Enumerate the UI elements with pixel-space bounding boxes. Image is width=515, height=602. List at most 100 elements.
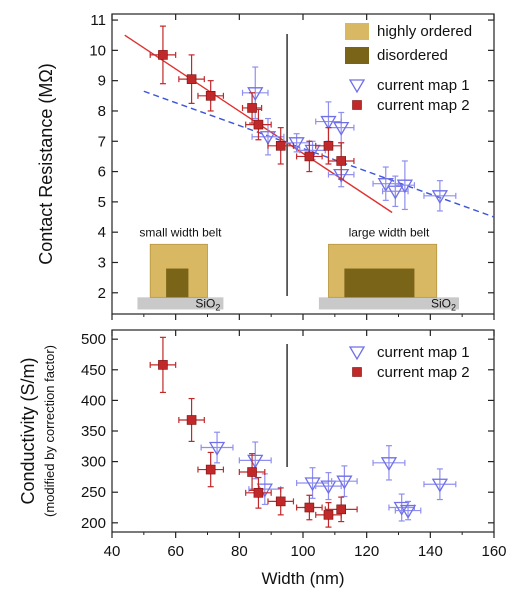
legend-label: current map 2 xyxy=(377,97,470,114)
legend-label: current map 2 xyxy=(377,364,470,381)
inset-label: small width belt xyxy=(139,225,222,239)
y-tick-label: 450 xyxy=(81,362,106,379)
x-tick-labels: 40 60 80 100 120 140 160 xyxy=(104,543,507,560)
data-point-square xyxy=(247,467,257,477)
data-point-triangle xyxy=(320,115,337,130)
data-point-triangle xyxy=(431,478,449,493)
data-point-square xyxy=(158,50,168,60)
data-point-triangle xyxy=(208,441,226,456)
data-point-triangle xyxy=(431,190,449,205)
data-point-triangle xyxy=(396,179,413,194)
y-axis-ticks: 2 3 4 5 6 7 8 9 10 11 xyxy=(89,12,494,302)
x-tick-label: 100 xyxy=(290,543,315,560)
contact-resistance-panel: small width belt SiO2 large width belt SiO2… xyxy=(36,12,495,320)
data-point-square xyxy=(352,100,362,110)
belt-insets: small width belt SiO2 large width belt SiO2 xyxy=(137,225,459,312)
y-tick-label: 300 xyxy=(81,454,106,471)
inset-label: large width belt xyxy=(349,225,430,239)
substrate xyxy=(137,297,224,310)
data-point-square xyxy=(304,151,315,162)
data-point-square xyxy=(336,504,347,515)
error-bar xyxy=(394,500,422,521)
data-point-square xyxy=(253,488,264,498)
data-point-square xyxy=(253,119,264,130)
legend-swatch xyxy=(345,47,369,64)
substrate xyxy=(318,297,459,310)
data-point-square xyxy=(323,141,334,151)
error-bar xyxy=(372,166,400,201)
y-tick-label: 5 xyxy=(98,194,106,211)
x-tick-label: 40 xyxy=(104,543,121,560)
disordered-region xyxy=(166,268,189,298)
data-point-triangle xyxy=(348,346,366,361)
error-bar xyxy=(331,465,358,498)
y-axis-label: Conductivity (S/m) xyxy=(18,357,38,504)
legend-label: highly ordered xyxy=(377,23,472,40)
x-axis-label: Width (nm) xyxy=(261,569,344,588)
data-point-square xyxy=(304,502,315,513)
y-tick-label: 10 xyxy=(89,42,106,59)
y-tick-label: 350 xyxy=(81,423,106,440)
legend-label: current map 1 xyxy=(377,344,470,361)
substrate-label: SiO2 xyxy=(431,296,456,312)
y-tick-label: 3 xyxy=(98,254,106,271)
x-tick-label: 120 xyxy=(354,543,379,560)
error-bar xyxy=(423,180,457,212)
data-point-square xyxy=(186,74,197,84)
data-point-triangle xyxy=(348,79,366,94)
y-tick-label: 8 xyxy=(98,103,106,120)
y-tick-label: 500 xyxy=(81,331,106,348)
error-bar xyxy=(372,445,406,481)
legend: highly ordered disordered current map 1 cur… xyxy=(345,23,472,114)
y-axis-label: Contact Resistance (MΩ) xyxy=(36,63,56,265)
x-axis-ticks xyxy=(111,330,495,538)
data-point-square xyxy=(352,367,362,377)
y-tick-label: 2 xyxy=(98,285,106,302)
x-tick-label: 60 xyxy=(167,543,184,560)
error-bar xyxy=(394,160,416,211)
y-tick-label: 4 xyxy=(98,224,106,241)
y-axis-sublabel: (modified by correction factor) xyxy=(42,345,57,517)
data-point-square xyxy=(275,496,286,507)
inset-large-belt: large width belt SiO2 xyxy=(318,225,459,312)
data-point-square xyxy=(247,103,257,113)
data-point-square xyxy=(336,156,347,166)
data-point-triangle xyxy=(393,501,410,516)
y-tick-label: 6 xyxy=(98,164,106,181)
y-tick-label: 400 xyxy=(81,392,106,409)
legend-label: disordered xyxy=(377,47,448,64)
error-bar xyxy=(315,472,342,501)
legend: current map 1 current map 2 xyxy=(348,344,470,381)
x-tick-label: 80 xyxy=(231,543,248,560)
data-point-triangle xyxy=(259,131,277,146)
data-point-square xyxy=(205,91,216,101)
data-points xyxy=(149,25,457,212)
data-point-square xyxy=(275,141,286,151)
data-point-square xyxy=(323,510,334,520)
data-point-square xyxy=(158,360,168,370)
data-point-square xyxy=(205,464,216,475)
y-tick-label: 11 xyxy=(90,12,106,29)
data-point-triangle xyxy=(380,457,398,472)
x-tick-label: 140 xyxy=(418,543,443,560)
data-point-triangle xyxy=(333,121,350,136)
data-point-triangle xyxy=(377,178,394,192)
disordered-region xyxy=(344,268,415,298)
x-tick-label: 160 xyxy=(481,543,506,560)
error-bar xyxy=(296,467,330,499)
y-tick-label: 200 xyxy=(81,515,106,532)
error-bar xyxy=(423,468,457,501)
y-tick-label: 7 xyxy=(98,133,106,150)
inset-small-belt: small width belt SiO2 xyxy=(137,225,224,312)
data-point-triangle xyxy=(320,480,337,495)
data-point-triangle xyxy=(336,475,353,490)
y-tick-label: 9 xyxy=(98,73,106,90)
substrate-label: SiO2 xyxy=(195,296,220,312)
legend-label: current map 1 xyxy=(377,77,470,94)
data-point-triangle xyxy=(399,504,417,519)
data-point-square xyxy=(186,415,197,425)
y-axis-ticks: 200 250 300 350 400 450 500 xyxy=(81,331,494,532)
conductivity-panel: 200 250 300 350 400 450 500 40 60 80 100 120 140 160… xyxy=(18,329,507,588)
legend-swatch xyxy=(345,23,369,40)
